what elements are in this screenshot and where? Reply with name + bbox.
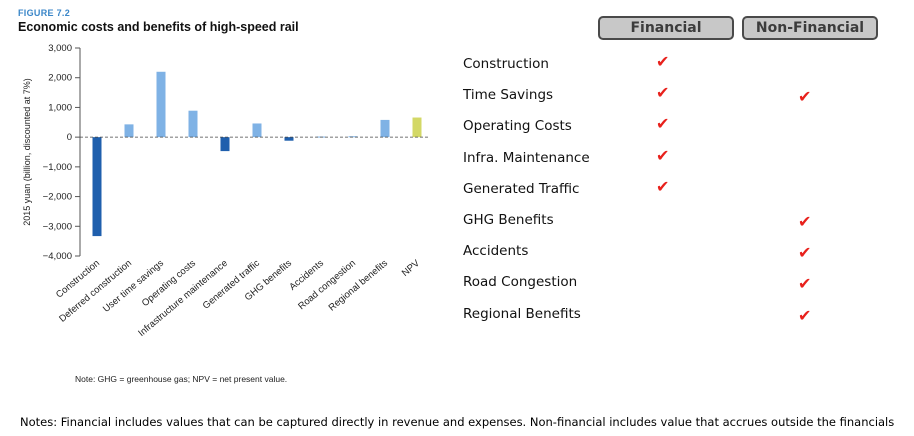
financial-check-icon: ✔ [656,145,670,165]
figure-label: FIGURE 7.2 [18,8,71,18]
financial-check-icon: ✔ [656,176,670,196]
bar [380,119,390,138]
footer-notes: Notes: Financial includes values that ca… [20,415,895,429]
y-axis-label: 2015 yuan (billion, discounted at 7%) [22,78,32,226]
chart-title: Economic costs and benefits of high-spee… [18,20,299,34]
y-tick-label: 2,000 [48,73,72,84]
non-financial-check-icon: ✔ [798,243,812,263]
bar [124,124,134,138]
table-row-label: Generated Traffic [463,180,580,197]
table-row-label: Accidents [463,243,529,260]
financial-check-icon: ✔ [656,52,670,71]
x-tick-label: NPV [400,257,423,278]
table-row-label: Construction [463,56,549,72]
financial-column-header: Financial [598,16,734,40]
chart-note: Note: GHG = greenhouse gas; NPV = net pr… [75,374,288,384]
financial-check-icon: ✔ [656,114,670,134]
table-row-label: Road Congestion [463,274,578,291]
bar [156,71,166,138]
financial-check-icon: ✔ [656,83,670,103]
non-financial-check-icon: ✔ [798,87,812,107]
bar [92,137,102,237]
table-row-label: Time Savings [463,87,554,104]
non-financial-check-icon: ✔ [798,305,812,325]
x-tick-label: Generated traffic [201,258,262,312]
y-tick-label: −1,000 [43,162,72,173]
bar [188,110,198,138]
non-financial-check-icon: ✔ [798,212,812,231]
x-tick-label: Regional benefits [327,258,390,314]
table-row-label: GHG Benefits [463,212,554,228]
bar-chart: 3,000 2,000 1,000 0 −1,000 −2,000 −3,000 −4,000… [22,43,428,339]
non-financial-column-header: Non-Financial [742,16,878,40]
y-tick-label: −3,000 [43,221,72,232]
bar [220,137,230,152]
y-tick-label: 0 [67,132,72,143]
y-tick-label: 3,000 [48,43,72,54]
bar [284,137,294,141]
bar [412,117,422,138]
y-tick-label: 1,000 [48,102,72,113]
table-row-label: Regional Benefits [463,305,581,322]
y-tick-label: −2,000 [43,192,72,203]
non-financial-check-icon: ✔ [798,274,812,294]
table-row-label: Infra. Maintenance [463,149,590,166]
y-tick-label: −4,000 [43,251,72,262]
table-row-label: Operating Costs [463,118,572,135]
bar [252,123,262,138]
